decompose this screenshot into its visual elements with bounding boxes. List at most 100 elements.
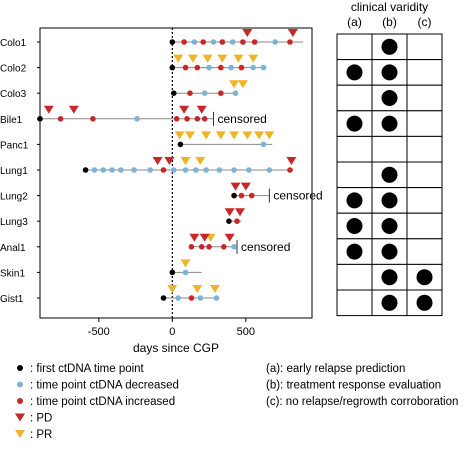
table-cell bbox=[336, 161, 373, 189]
validity-dot bbox=[381, 166, 398, 183]
pr-triangle bbox=[248, 54, 259, 63]
first-ctdna-point bbox=[37, 116, 43, 122]
pr-triangle bbox=[187, 54, 198, 63]
table-column-header: (c) bbox=[418, 15, 432, 29]
increased-ctdna-point bbox=[173, 116, 180, 122]
legend-label-first: : first ctDNA time point bbox=[30, 363, 145, 375]
table-cell bbox=[336, 33, 373, 61]
increased-ctdna-point bbox=[182, 64, 189, 71]
pr-triangle bbox=[229, 80, 240, 89]
pd-triangle bbox=[196, 105, 207, 114]
validity-dot bbox=[416, 294, 433, 311]
decreased-ctdna-point bbox=[231, 167, 237, 173]
pr-triangle bbox=[174, 131, 185, 140]
table-cell bbox=[371, 110, 408, 137]
increased-ctdna-point bbox=[220, 244, 227, 250]
pr-triangle bbox=[202, 54, 213, 63]
pd-triangle bbox=[179, 105, 190, 114]
first-ctdna-point bbox=[160, 295, 167, 301]
increased-ctdna-point bbox=[218, 90, 224, 96]
pr-triangle bbox=[167, 285, 178, 293]
table-cell bbox=[336, 263, 373, 291]
decreased-ctdna-point bbox=[228, 64, 234, 71]
pr-triangle bbox=[233, 54, 244, 63]
increased-ctdna-point bbox=[201, 116, 208, 122]
clinical-validity-table: clinical varidity(a) (b) (c) bbox=[336, 0, 443, 317]
decreased-ctdna-point bbox=[182, 269, 189, 276]
validity-dot bbox=[416, 269, 433, 286]
increased-ctdna-point bbox=[194, 64, 201, 71]
patient-label: Lung3 bbox=[0, 217, 28, 228]
decreased-ctdna-point bbox=[272, 39, 279, 45]
censored-label: censored bbox=[273, 189, 322, 203]
pd-triangle bbox=[152, 157, 163, 165]
decreased-ctdna-point bbox=[100, 167, 107, 173]
pr-triangle bbox=[180, 157, 191, 165]
legend-label-pd: : PD bbox=[30, 413, 52, 425]
decreased-ctdna-point bbox=[131, 167, 137, 173]
decreased-ctdna-point bbox=[231, 244, 237, 250]
validity-dot bbox=[381, 192, 398, 209]
pr-triangle bbox=[217, 54, 228, 63]
legend-marker-pd bbox=[15, 413, 25, 422]
validity-dot bbox=[346, 64, 363, 81]
pr-triangle bbox=[264, 131, 275, 140]
table-cell bbox=[406, 161, 443, 189]
decreased-ctdna-point bbox=[118, 167, 124, 173]
patient-label: Colo1 bbox=[0, 38, 27, 49]
validity-dot bbox=[381, 243, 398, 260]
pd-triangle bbox=[43, 105, 54, 114]
legend-marker-first bbox=[17, 365, 23, 371]
pd-triangle bbox=[224, 233, 235, 242]
increased-ctdna-point bbox=[188, 244, 195, 250]
table-cell bbox=[406, 33, 443, 61]
increased-ctdna-point bbox=[251, 39, 258, 45]
decreased-ctdna-point bbox=[170, 167, 177, 173]
decreased-ctdna-point bbox=[201, 90, 208, 96]
pr-triangle bbox=[254, 131, 265, 140]
patient-label: Lung2 bbox=[0, 192, 28, 203]
decreased-ctdna-point bbox=[193, 167, 199, 173]
increased-ctdna-point bbox=[90, 116, 96, 122]
validity-dot bbox=[346, 115, 363, 132]
plot-frame bbox=[39, 27, 313, 319]
increased-ctdna-point bbox=[181, 39, 187, 45]
table-column-header: (b) bbox=[382, 15, 397, 29]
pr-triangle bbox=[209, 285, 220, 293]
first-ctdna-point bbox=[226, 218, 232, 224]
increased-ctdna-point bbox=[234, 218, 240, 224]
legend: : first ctDNA time point: time point ctD… bbox=[15, 363, 458, 441]
legend-marker-decreased bbox=[17, 381, 23, 388]
table-cell bbox=[336, 84, 373, 112]
pd-triangle bbox=[286, 157, 297, 165]
increased-ctdna-point bbox=[238, 192, 245, 199]
pd-triangle bbox=[240, 182, 251, 191]
table-cell bbox=[406, 135, 443, 163]
timeline-plot: -500 0 500 days since CGP Colo1 Colo2 Colo3 Bil… bbox=[0, 27, 323, 355]
decreased-ctdna-point bbox=[197, 295, 204, 301]
validity-dot bbox=[346, 192, 363, 209]
x-tick-label: 500 bbox=[237, 326, 255, 338]
pr-triangle bbox=[201, 131, 212, 140]
first-ctdna-point bbox=[169, 269, 176, 276]
table-column-header: (a) bbox=[347, 15, 362, 29]
increased-ctdna-point bbox=[206, 244, 212, 250]
patient-label: Colo2 bbox=[0, 64, 27, 75]
patient-label: Panc1 bbox=[0, 140, 29, 151]
table-cell bbox=[336, 135, 373, 163]
validity-dot bbox=[381, 218, 398, 234]
decreased-ctdna-point bbox=[213, 295, 220, 301]
validity-dot bbox=[381, 294, 398, 311]
decreased-ctdna-point bbox=[175, 295, 182, 301]
table-cell bbox=[406, 59, 443, 86]
decreased-ctdna-point bbox=[191, 39, 198, 45]
decreased-ctdna-point bbox=[216, 167, 223, 173]
pr-triangle bbox=[192, 285, 203, 293]
increased-ctdna-point bbox=[287, 39, 293, 45]
pr-triangle bbox=[215, 131, 226, 140]
table-cell bbox=[406, 84, 443, 112]
pr-triangle bbox=[184, 131, 195, 140]
increased-ctdna-point bbox=[188, 295, 195, 301]
pd-triangle bbox=[224, 208, 235, 217]
pd-triangle bbox=[242, 29, 253, 37]
